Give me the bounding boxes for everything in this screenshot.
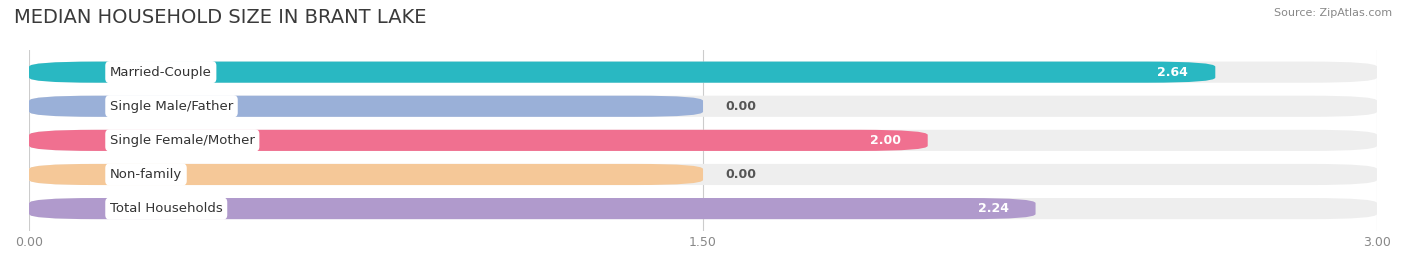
Text: Non-family: Non-family — [110, 168, 183, 181]
FancyBboxPatch shape — [30, 198, 1376, 219]
FancyBboxPatch shape — [30, 130, 928, 151]
FancyBboxPatch shape — [30, 62, 1215, 83]
Text: Source: ZipAtlas.com: Source: ZipAtlas.com — [1274, 8, 1392, 18]
Text: Single Female/Mother: Single Female/Mother — [110, 134, 254, 147]
Text: Married-Couple: Married-Couple — [110, 66, 212, 79]
Text: 2.64: 2.64 — [1157, 66, 1188, 79]
FancyBboxPatch shape — [30, 96, 1376, 117]
Text: 2.24: 2.24 — [977, 202, 1008, 215]
Text: 0.00: 0.00 — [725, 100, 756, 113]
FancyBboxPatch shape — [30, 164, 1376, 185]
Text: Single Male/Father: Single Male/Father — [110, 100, 233, 113]
Text: 0.00: 0.00 — [725, 168, 756, 181]
FancyBboxPatch shape — [30, 130, 1376, 151]
FancyBboxPatch shape — [30, 96, 703, 117]
FancyBboxPatch shape — [30, 198, 1036, 219]
Text: MEDIAN HOUSEHOLD SIZE IN BRANT LAKE: MEDIAN HOUSEHOLD SIZE IN BRANT LAKE — [14, 8, 426, 27]
FancyBboxPatch shape — [30, 164, 703, 185]
Text: Total Households: Total Households — [110, 202, 222, 215]
FancyBboxPatch shape — [30, 62, 1376, 83]
Text: 2.00: 2.00 — [870, 134, 901, 147]
